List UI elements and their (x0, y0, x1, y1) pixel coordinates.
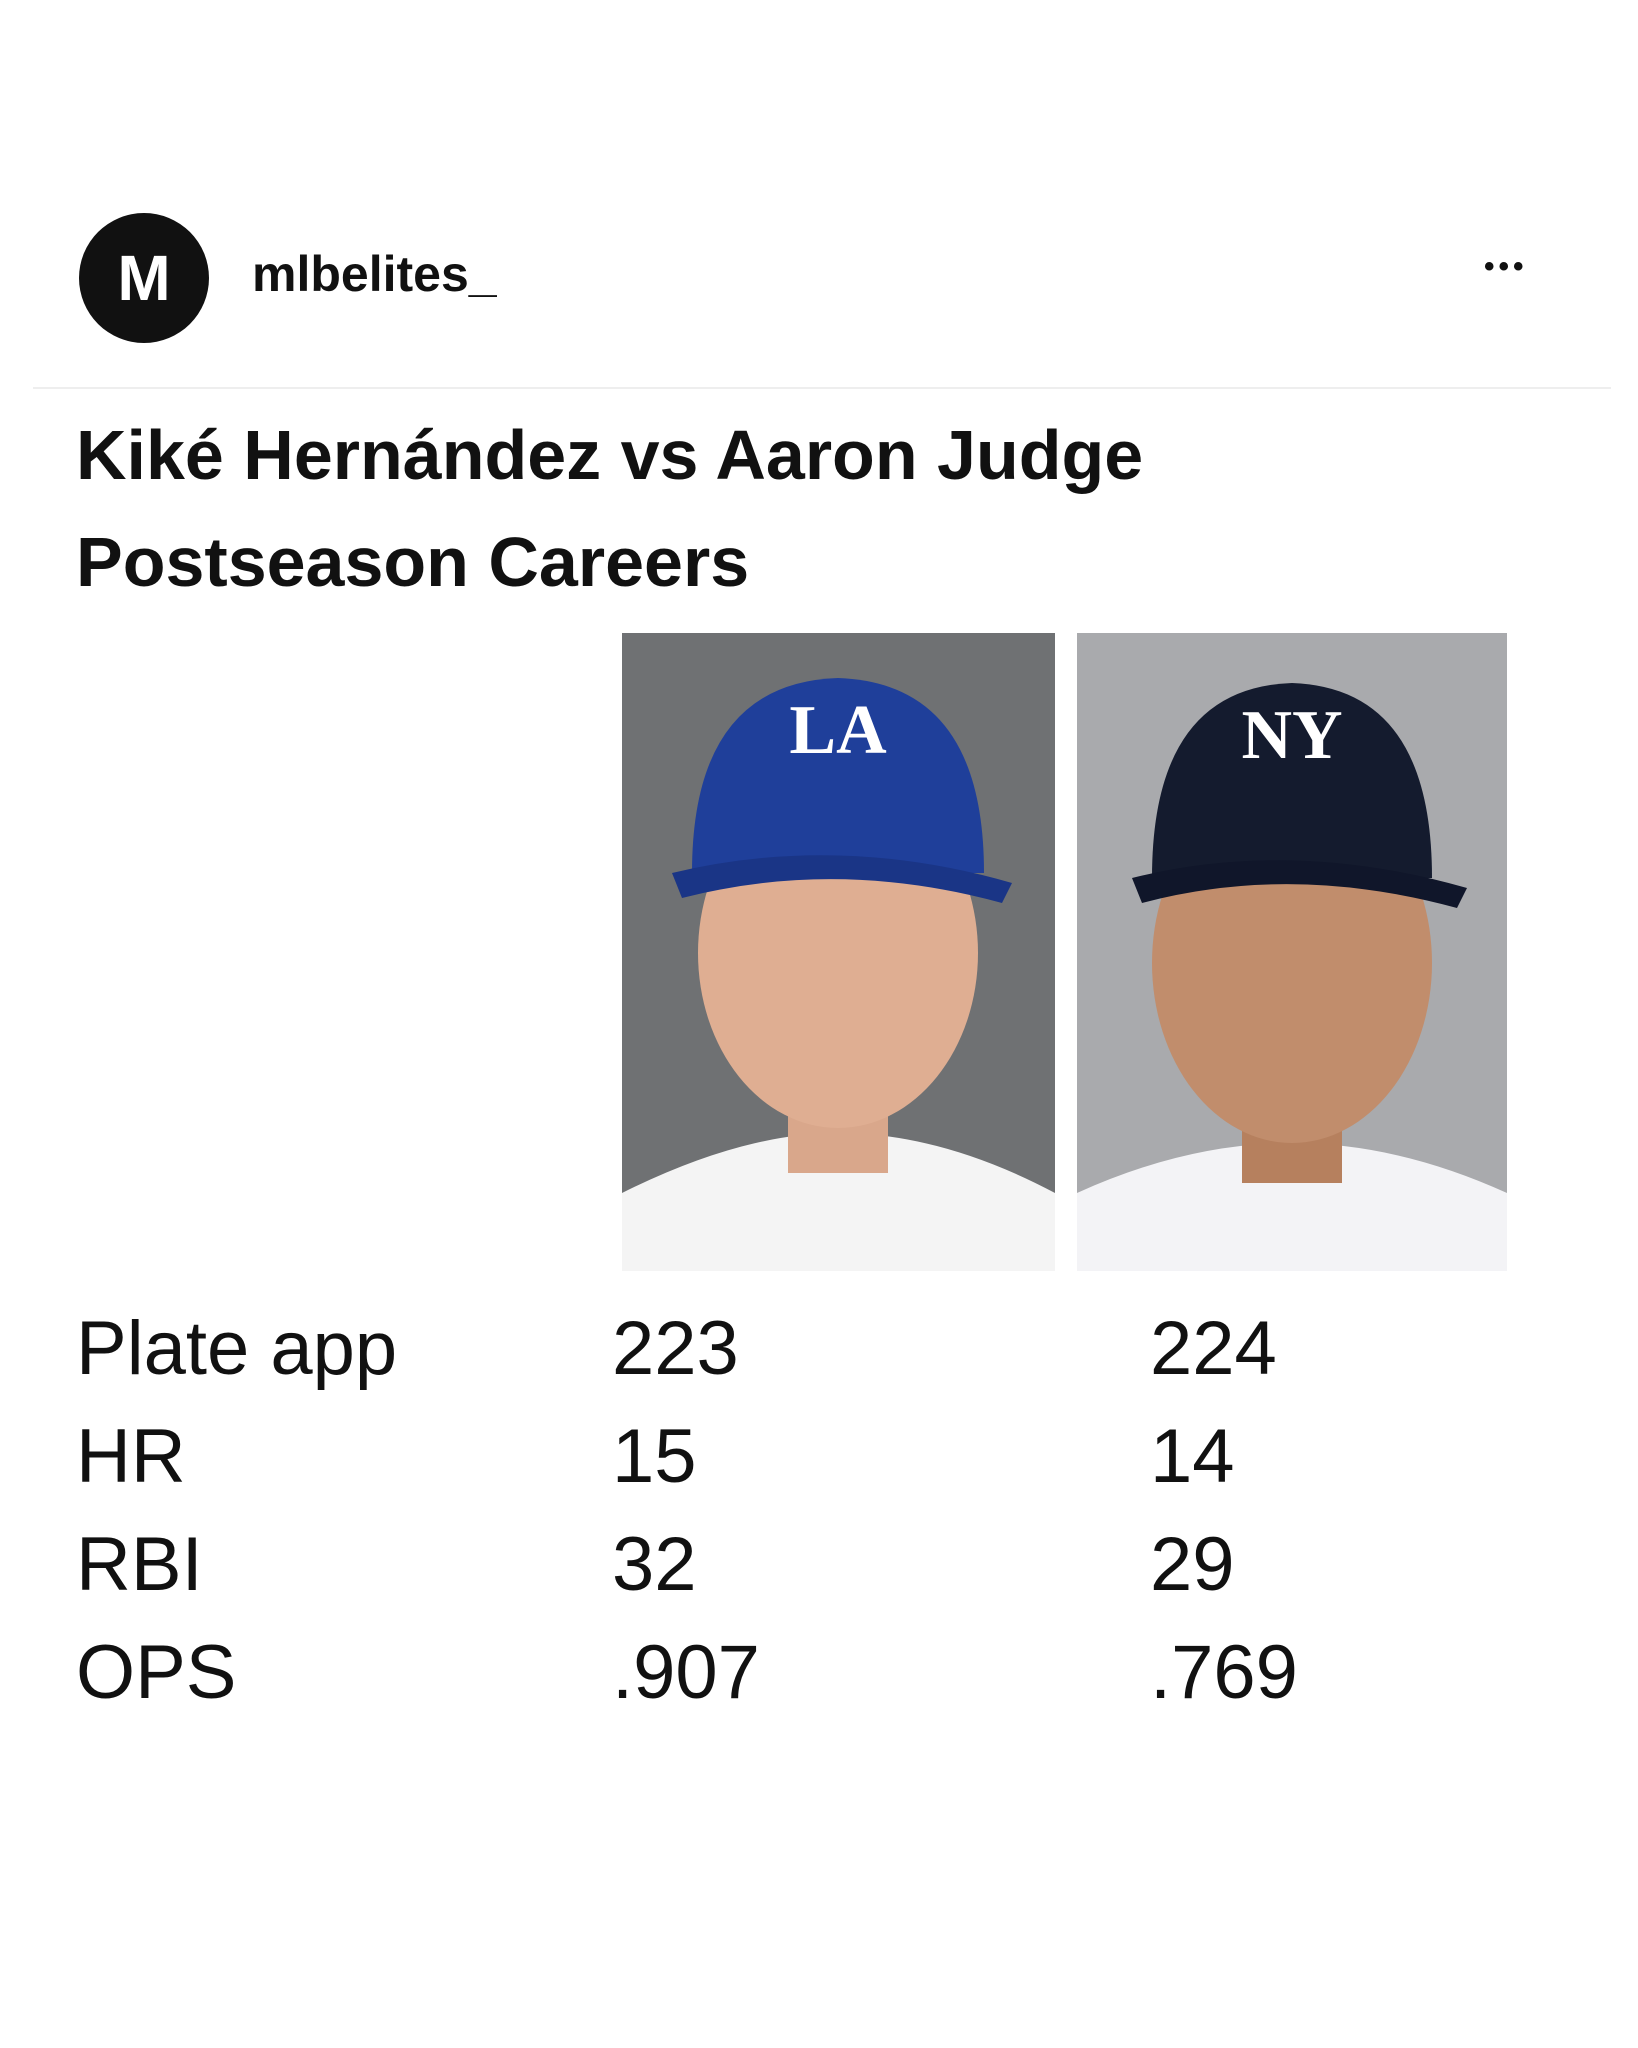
stat-value: 223 (612, 1306, 739, 1391)
username[interactable]: mlbelites_ (252, 246, 497, 302)
stat-value: .907 (612, 1630, 760, 1715)
post-title: Postseason Careers (76, 523, 750, 601)
stat-value: .769 (1150, 1630, 1298, 1715)
player-photo: NY (1077, 633, 1507, 1271)
more-button[interactable]: ••• (1484, 250, 1528, 283)
avatar[interactable]: M (79, 213, 209, 343)
stat-value: 29 (1150, 1522, 1235, 1607)
stat-value: 15 (612, 1414, 697, 1499)
divider (33, 387, 1611, 389)
stat-label: RBI (76, 1522, 203, 1607)
svg-text:LA: LA (789, 692, 887, 769)
stat-value: 14 (1150, 1414, 1235, 1499)
svg-text:NY: NY (1241, 697, 1342, 774)
stat-label: HR (76, 1414, 186, 1499)
player-photo: LA (622, 633, 1055, 1271)
stat-label: OPS (76, 1630, 237, 1715)
stat-value: 32 (612, 1522, 697, 1607)
post-title: Kiké Hernández vs Aaron Judge (76, 416, 1144, 494)
stat-value: 224 (1150, 1306, 1277, 1391)
stat-label: Plate app (76, 1306, 398, 1391)
